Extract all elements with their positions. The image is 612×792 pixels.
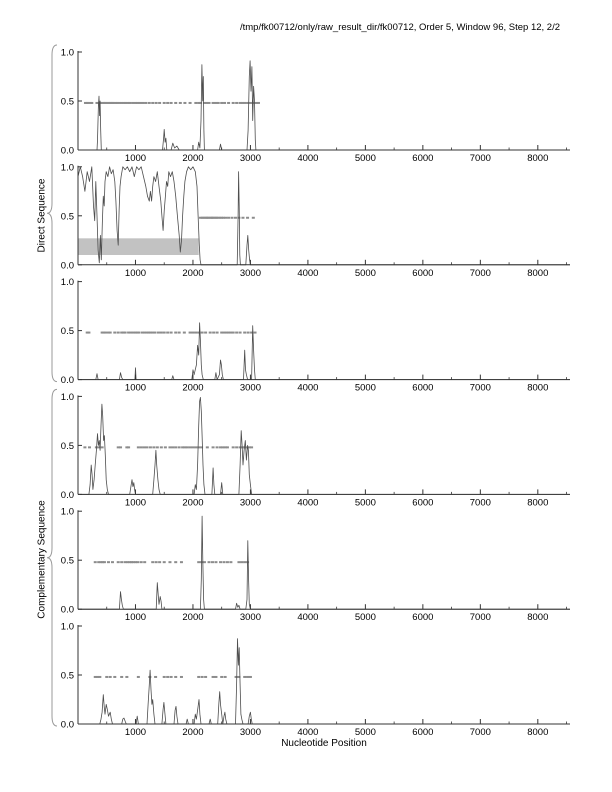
x-tick-label: 8000: [527, 268, 548, 279]
x-tick-label: 6000: [412, 497, 433, 508]
x-tick-label: 4000: [297, 383, 318, 394]
x-tick-label: 1000: [125, 383, 146, 394]
x-tick-label: 2000: [182, 612, 203, 623]
x-tick-label: 8000: [527, 727, 548, 738]
y-tick-label: 0.0: [61, 490, 74, 501]
x-tick-label: 8000: [527, 153, 548, 164]
panel-5: 0.0 0.5 1.0 1000 2000 3000 4000 5000 6000 7000 800…: [61, 507, 570, 623]
x-tick-label: 6000: [412, 612, 433, 623]
x-tick-label: 1000: [125, 612, 146, 623]
y-tick-label: 0.0: [61, 146, 74, 157]
x-tick-label: 6000: [412, 268, 433, 279]
x-tick-label: 3000: [240, 268, 261, 279]
y-tick-label: 0.5: [61, 326, 74, 337]
x-tick-label: 8000: [527, 612, 548, 623]
direct-sequence-brace: [46, 44, 58, 383]
x-tick-label: 6000: [412, 153, 433, 164]
y-tick-label: 1.0: [61, 507, 74, 518]
plot-title: /tmp/fk00712/only/raw_result_dir/fk00712…: [239, 22, 560, 33]
x-tick-label: 7000: [470, 612, 491, 623]
x-tick-label: 1000: [125, 153, 146, 164]
panel-1: 0.0 0.5 1.0 1000 2000 3000 4000 5000 6000 7000 800…: [61, 48, 570, 164]
panel-4: 0.0 0.5 1.0 1000 2000 3000 4000 5000 6000 7000 800…: [61, 392, 570, 508]
x-tick-label: 2000: [182, 153, 203, 164]
y-tick-label: 0.5: [61, 441, 74, 452]
highlight-band: [78, 238, 199, 255]
x-tick-label: 5000: [355, 268, 376, 279]
probability-curve: [78, 322, 570, 381]
x-tick-label: 2000: [182, 383, 203, 394]
x-tick-label: 3000: [240, 383, 261, 394]
x-tick-label: 7000: [470, 268, 491, 279]
y-tick-label: 0.0: [61, 260, 74, 271]
panel-3: 0.0 0.5 1.0 1000 2000 3000 4000 5000 6000 7000 800…: [61, 277, 570, 394]
y-tick-label: 0.0: [61, 375, 74, 386]
y-tick-label: 0.5: [61, 671, 74, 682]
x-tick-label: 1000: [125, 727, 146, 738]
y-tick-label: 1.0: [61, 162, 74, 173]
x-tick-label: 4000: [297, 727, 318, 738]
x-tick-label: 2000: [182, 268, 203, 279]
x-tick-label: 6000: [412, 383, 433, 394]
x-tick-label: 7000: [470, 497, 491, 508]
x-tick-label: 1000: [125, 268, 146, 279]
y-tick-label: 1.0: [61, 622, 74, 633]
panel-2: 0.0 0.5 1.0 1000 2000 3000 4000 5000 6000 7000 800…: [61, 162, 570, 279]
x-tick-label: 5000: [355, 383, 376, 394]
x-tick-label: 2000: [182, 497, 203, 508]
y-tick-label: 1.0: [61, 48, 74, 59]
x-tick-label: 6000: [412, 727, 433, 738]
x-tick-label: 4000: [297, 612, 318, 623]
x-tick-label: 5000: [355, 497, 376, 508]
probability-curve: [78, 396, 570, 495]
x-tick-label: 5000: [355, 153, 376, 164]
x-tick-label: 5000: [355, 612, 376, 623]
x-tick-label: 7000: [470, 727, 491, 738]
x-tick-label: 3000: [240, 497, 261, 508]
x-tick-label: 4000: [297, 497, 318, 508]
x-tick-label: 4000: [297, 153, 318, 164]
x-tick-label: 1000: [125, 497, 146, 508]
x-tick-label: 3000: [240, 153, 261, 164]
y-tick-label: 1.0: [61, 392, 74, 403]
x-tick-label: 5000: [355, 727, 376, 738]
probability-curve: [77, 166, 570, 266]
x-tick-label: 7000: [470, 153, 491, 164]
y-tick-label: 0.5: [61, 97, 74, 108]
y-tick-label: 0.0: [61, 720, 74, 731]
panel-6: 0.0 0.5 1.0 1000 2000 3000 4000 5000 6000 7000 800…: [61, 622, 570, 738]
x-axis-title: Nucleotide Position: [281, 738, 367, 749]
probability-curve: [78, 638, 253, 725]
x-tick-label: 3000: [240, 727, 261, 738]
x-tick-label: 8000: [527, 497, 548, 508]
y-tick-label: 0.5: [61, 211, 74, 222]
x-tick-label: 8000: [527, 383, 548, 394]
x-tick-label: 3000: [240, 612, 261, 623]
x-tick-label: 2000: [182, 727, 203, 738]
probability-curve: [78, 60, 570, 151]
y-tick-label: 1.0: [61, 277, 74, 288]
y-tick-label: 0.5: [61, 556, 74, 567]
x-tick-label: 4000: [297, 268, 318, 279]
complementary-sequence-brace: [46, 388, 58, 727]
y-tick-label: 0.0: [61, 605, 74, 616]
x-tick-label: 7000: [470, 383, 491, 394]
